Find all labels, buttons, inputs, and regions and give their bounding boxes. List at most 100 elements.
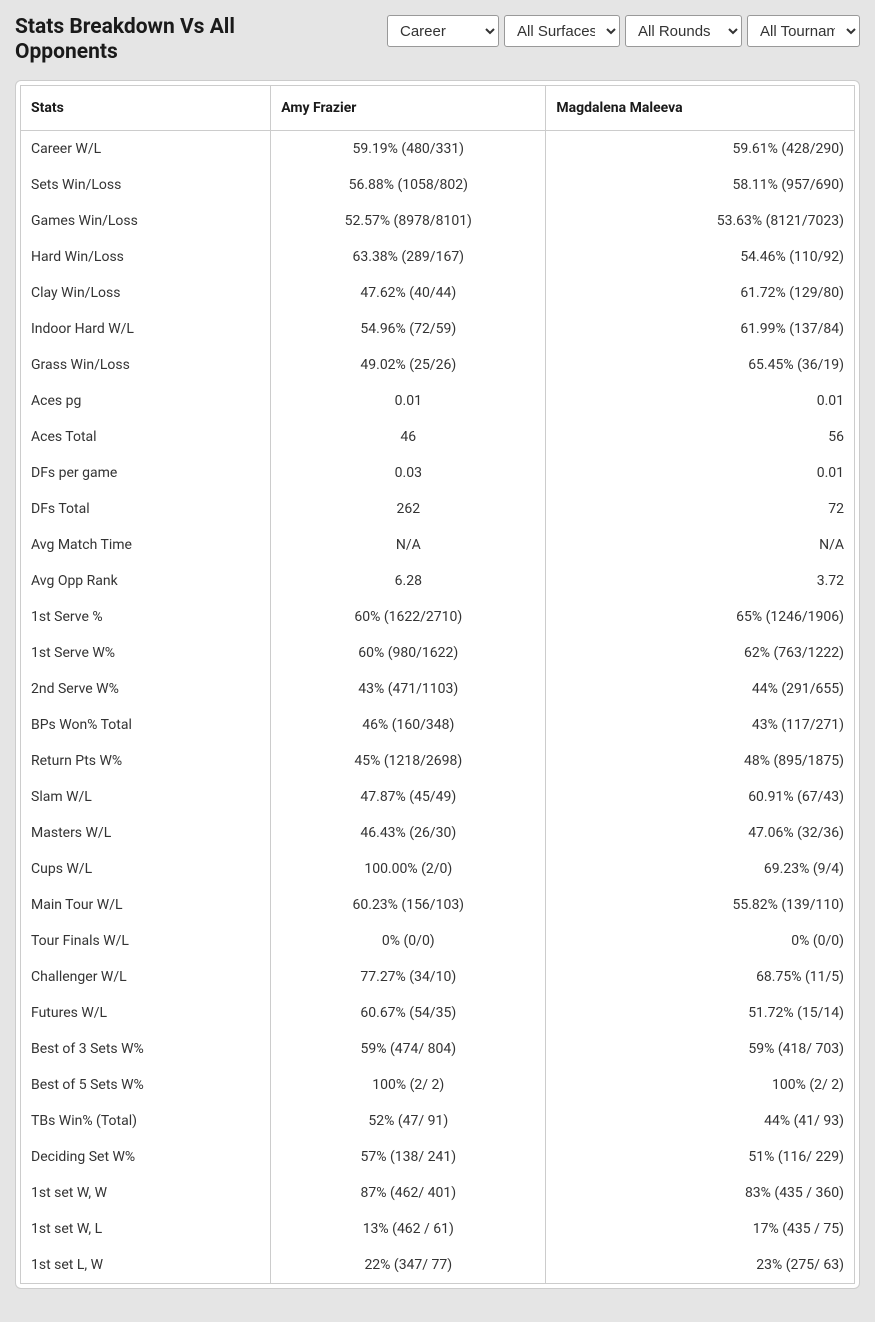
table-row: BPs Won% Total46% (160/348)43% (117/271) (21, 707, 855, 743)
player1-value-cell: 60.67% (54/35) (271, 995, 546, 1031)
round-select[interactable]: All Rounds (625, 15, 742, 47)
player2-value-cell: 53.63% (8121/7023) (546, 203, 855, 239)
stat-name-cell: Main Tour W/L (21, 887, 271, 923)
player1-value-cell: 52% (47/ 91) (271, 1103, 546, 1139)
page-header: Stats Breakdown Vs All Opponents Career … (15, 15, 860, 65)
stat-name-cell: Clay Win/Loss (21, 275, 271, 311)
stat-name-cell: Grass Win/Loss (21, 347, 271, 383)
player2-value-cell: 0.01 (546, 383, 855, 419)
player1-value-cell: 0% (0/0) (271, 923, 546, 959)
table-row: 1st set W, W87% (462/ 401)83% (435 / 360… (21, 1175, 855, 1211)
table-row: Avg Opp Rank6.283.72 (21, 563, 855, 599)
stat-name-cell: Aces Total (21, 419, 271, 455)
player1-value-cell: 0.03 (271, 455, 546, 491)
table-row: Aces Total4656 (21, 419, 855, 455)
table-row: Masters W/L46.43% (26/30)47.06% (32/36) (21, 815, 855, 851)
table-row: Games Win/Loss52.57% (8978/8101)53.63% (… (21, 203, 855, 239)
player1-value-cell: 60% (980/1622) (271, 635, 546, 671)
table-header-row: Stats Amy Frazier Magdalena Maleeva (21, 86, 855, 131)
player2-value-cell: 65% (1246/1906) (546, 599, 855, 635)
player2-value-cell: 0.01 (546, 455, 855, 491)
table-row: Tour Finals W/L0% (0/0)0% (0/0) (21, 923, 855, 959)
table-row: Slam W/L47.87% (45/49)60.91% (67/43) (21, 779, 855, 815)
player1-value-cell: 100.00% (2/0) (271, 851, 546, 887)
player2-value-cell: 51% (116/ 229) (546, 1139, 855, 1175)
player2-value-cell: 47.06% (32/36) (546, 815, 855, 851)
stat-name-cell: 2nd Serve W% (21, 671, 271, 707)
stat-name-cell: Avg Opp Rank (21, 563, 271, 599)
player2-value-cell: 43% (117/271) (546, 707, 855, 743)
stat-name-cell: DFs Total (21, 491, 271, 527)
table-row: TBs Win% (Total)52% (47/ 91)44% (41/ 93) (21, 1103, 855, 1139)
player1-value-cell: 63.38% (289/167) (271, 239, 546, 275)
stat-name-cell: Games Win/Loss (21, 203, 271, 239)
table-row: Challenger W/L77.27% (34/10)68.75% (11/5… (21, 959, 855, 995)
page-title: Stats Breakdown Vs All Opponents (15, 15, 315, 65)
player2-value-cell: 48% (895/1875) (546, 743, 855, 779)
player2-value-cell: 68.75% (11/5) (546, 959, 855, 995)
player2-value-cell: 61.99% (137/84) (546, 311, 855, 347)
player2-value-cell: 61.72% (129/80) (546, 275, 855, 311)
table-row: Grass Win/Loss49.02% (25/26)65.45% (36/1… (21, 347, 855, 383)
player1-value-cell: 22% (347/ 77) (271, 1247, 546, 1284)
player1-value-cell: 46% (160/348) (271, 707, 546, 743)
stat-name-cell: Futures W/L (21, 995, 271, 1031)
player2-value-cell: 44% (41/ 93) (546, 1103, 855, 1139)
table-row: Return Pts W%45% (1218/2698)48% (895/187… (21, 743, 855, 779)
player1-value-cell: 47.62% (40/44) (271, 275, 546, 311)
stat-name-cell: BPs Won% Total (21, 707, 271, 743)
stat-name-cell: DFs per game (21, 455, 271, 491)
table-row: Sets Win/Loss56.88% (1058/802)58.11% (95… (21, 167, 855, 203)
table-row: Clay Win/Loss47.62% (40/44)61.72% (129/8… (21, 275, 855, 311)
tournament-select[interactable]: All Tournaments (747, 15, 860, 47)
table-row: Best of 5 Sets W%100% (2/ 2)100% (2/ 2) (21, 1067, 855, 1103)
player1-value-cell: 46 (271, 419, 546, 455)
stat-name-cell: Best of 5 Sets W% (21, 1067, 271, 1103)
table-row: 1st Serve %60% (1622/2710)65% (1246/1906… (21, 599, 855, 635)
timeframe-select[interactable]: Career (387, 15, 499, 47)
surface-select[interactable]: All Surfaces (504, 15, 620, 47)
player1-value-cell: 77.27% (34/10) (271, 959, 546, 995)
player1-value-cell: 59.19% (480/331) (271, 131, 546, 168)
player2-value-cell: 51.72% (15/14) (546, 995, 855, 1031)
player2-value-cell: 23% (275/ 63) (546, 1247, 855, 1284)
table-row: Career W/L59.19% (480/331)59.61% (428/29… (21, 131, 855, 168)
player2-value-cell: 17% (435 / 75) (546, 1211, 855, 1247)
table-row: Cups W/L100.00% (2/0)69.23% (9/4) (21, 851, 855, 887)
column-header-player2: Magdalena Maleeva (546, 86, 855, 131)
table-row: Indoor Hard W/L54.96% (72/59)61.99% (137… (21, 311, 855, 347)
table-row: Futures W/L60.67% (54/35)51.72% (15/14) (21, 995, 855, 1031)
player1-value-cell: 87% (462/ 401) (271, 1175, 546, 1211)
table-row: 2nd Serve W%43% (471/1103)44% (291/655) (21, 671, 855, 707)
table-row: 1st set W, L13% (462 / 61)17% (435 / 75) (21, 1211, 855, 1247)
table-row: 1st Serve W%60% (980/1622)62% (763/1222) (21, 635, 855, 671)
player1-value-cell: 6.28 (271, 563, 546, 599)
stat-name-cell: Aces pg (21, 383, 271, 419)
stat-name-cell: TBs Win% (Total) (21, 1103, 271, 1139)
player1-value-cell: 60.23% (156/103) (271, 887, 546, 923)
player1-value-cell: 49.02% (25/26) (271, 347, 546, 383)
stat-name-cell: Tour Finals W/L (21, 923, 271, 959)
player2-value-cell: 72 (546, 491, 855, 527)
player1-value-cell: 262 (271, 491, 546, 527)
player1-value-cell: 57% (138/ 241) (271, 1139, 546, 1175)
stat-name-cell: 1st Serve W% (21, 635, 271, 671)
player2-value-cell: 3.72 (546, 563, 855, 599)
table-row: Hard Win/Loss63.38% (289/167)54.46% (110… (21, 239, 855, 275)
stat-name-cell: Deciding Set W% (21, 1139, 271, 1175)
player1-value-cell: 0.01 (271, 383, 546, 419)
player1-value-cell: 100% (2/ 2) (271, 1067, 546, 1103)
player1-value-cell: 54.96% (72/59) (271, 311, 546, 347)
player2-value-cell: 83% (435 / 360) (546, 1175, 855, 1211)
player2-value-cell: 56 (546, 419, 855, 455)
stat-name-cell: Masters W/L (21, 815, 271, 851)
player2-value-cell: 44% (291/655) (546, 671, 855, 707)
stat-name-cell: Cups W/L (21, 851, 271, 887)
player1-value-cell: 52.57% (8978/8101) (271, 203, 546, 239)
player2-value-cell: 100% (2/ 2) (546, 1067, 855, 1103)
stat-name-cell: Indoor Hard W/L (21, 311, 271, 347)
player1-value-cell: 47.87% (45/49) (271, 779, 546, 815)
player2-value-cell: 60.91% (67/43) (546, 779, 855, 815)
stats-table: Stats Amy Frazier Magdalena Maleeva Care… (20, 85, 855, 1284)
player1-value-cell: 56.88% (1058/802) (271, 167, 546, 203)
